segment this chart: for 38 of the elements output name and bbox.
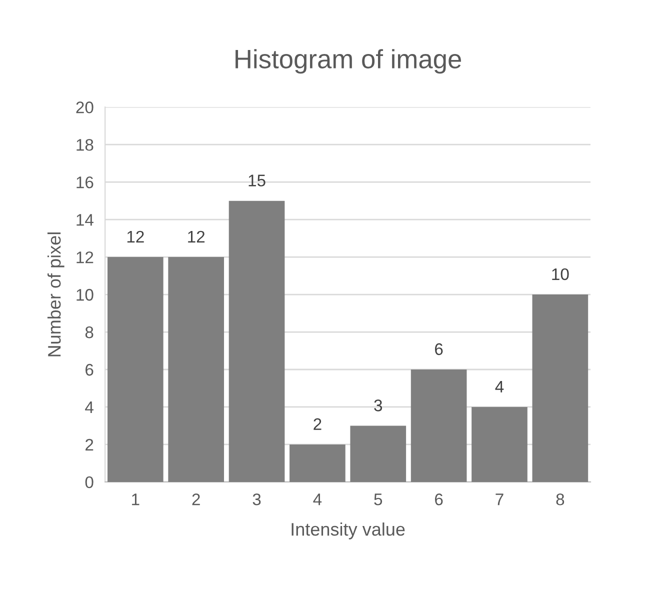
y-axis-title: Number of pixel: [47, 232, 64, 356]
y-tick-label: 18: [76, 138, 94, 151]
y-tick-label: 10: [76, 288, 94, 301]
x-axis-title: Intensity value: [292, 522, 405, 540]
y-tick-label: 14: [76, 214, 94, 226]
bar: [410, 369, 467, 482]
bar: [472, 406, 528, 482]
data-label: 2: [314, 418, 322, 430]
chart-title: Histogram of image: [236, 49, 462, 74]
data-label: 10: [552, 268, 569, 280]
y-tick-label: 4: [85, 402, 94, 414]
data-label: 15: [248, 174, 266, 186]
data-label: 12: [188, 230, 205, 242]
x-tick-label: 8: [556, 494, 564, 506]
x-tick-label: 6: [435, 494, 443, 506]
bar: [290, 444, 346, 482]
bar: [228, 200, 285, 482]
bar: [532, 294, 588, 482]
data-label: 6: [435, 343, 443, 356]
x-tick-label: 2: [192, 494, 200, 506]
data-label: 12: [127, 230, 144, 242]
x-tick-label: 4: [313, 494, 322, 506]
x-tick-label: 7: [496, 494, 504, 506]
x-tick-label: 3: [252, 494, 261, 506]
data-label: 3: [374, 400, 382, 412]
bar: [107, 257, 164, 482]
x-tick-label: 5: [374, 494, 382, 506]
x-tick-label: 1: [132, 494, 140, 506]
y-tick-label: 12: [76, 251, 94, 264]
y-tick-label: 20: [76, 102, 94, 114]
y-tick-label: 0: [85, 476, 94, 488]
y-tick-label: 6: [86, 364, 94, 376]
y-tick-label: 16: [76, 176, 94, 188]
bar: [350, 426, 406, 482]
data-label: 4: [495, 380, 504, 392]
y-tick-label: 8: [85, 326, 94, 338]
bar: [168, 257, 224, 482]
y-tick-label: 2: [86, 438, 94, 451]
